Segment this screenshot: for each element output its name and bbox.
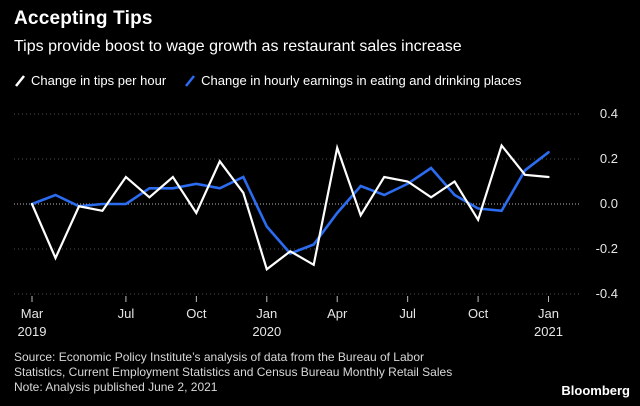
chart-title: Accepting Tips [14, 8, 153, 29]
y-tick-label: 0.4 [600, 106, 618, 121]
x-tick-label: Jul [399, 306, 416, 321]
bloomberg-logo: Bloomberg [561, 383, 630, 398]
publication-note: Note: Analysis published June 2, 2021 [14, 380, 218, 394]
x-tick-year: 2020 [252, 324, 281, 339]
y-tick-label: 0.2 [600, 151, 618, 166]
x-axis: Mar 2019 Jul Oct Jan 2020 Apr Jul Oct Jan 2021 [18, 296, 563, 339]
x-tick-label: Oct [186, 306, 207, 321]
x-tick-label: Jul [118, 306, 135, 321]
y-tick-label: -0.2 [596, 241, 618, 256]
series-line-tips [30, 143, 550, 272]
y-axis: 0.4 0.2 0.0 -0.2 -0.4 [596, 106, 618, 301]
legend-swatch-earnings [185, 74, 196, 87]
x-tick-year: 2021 [534, 324, 563, 339]
x-tick-label: Apr [327, 306, 348, 321]
chart-subtitle: Tips provide boost to wage growth as res… [14, 38, 462, 55]
line-chart: 0.4 0.2 0.0 -0.2 -0.4 Mar 2019 Jul Oct Jan 2020 Ap… [14, 106, 618, 339]
legend-label-tips: Change in tips per hour [31, 73, 167, 88]
legend: Change in tips per hour Change in hourly… [14, 73, 539, 88]
x-tick-label: Oct [468, 306, 489, 321]
y-tick-label: 0.0 [600, 196, 618, 211]
x-tick-label: Jan [538, 306, 559, 321]
x-tick-label: Mar [21, 306, 44, 321]
grid-layer [14, 113, 580, 295]
source-line-2: Statistics, Current Employment Statistic… [14, 365, 453, 379]
legend-item-tips: Change in tips per hour [14, 73, 166, 88]
source-note: Source: Economic Policy Institute’s anal… [14, 350, 534, 395]
source-line-1: Source: Economic Policy Institute’s anal… [14, 350, 424, 364]
series-line-earnings [30, 151, 550, 256]
legend-item-earnings: Change in hourly earnings in eating and … [184, 73, 521, 88]
y-tick-label: -0.4 [596, 286, 618, 301]
x-tick-label: Jan [256, 306, 277, 321]
legend-swatch-tips [15, 74, 25, 87]
legend-label-earnings: Change in hourly earnings in eating and … [201, 73, 522, 88]
x-tick-year: 2019 [18, 324, 47, 339]
series-layer [30, 143, 550, 272]
